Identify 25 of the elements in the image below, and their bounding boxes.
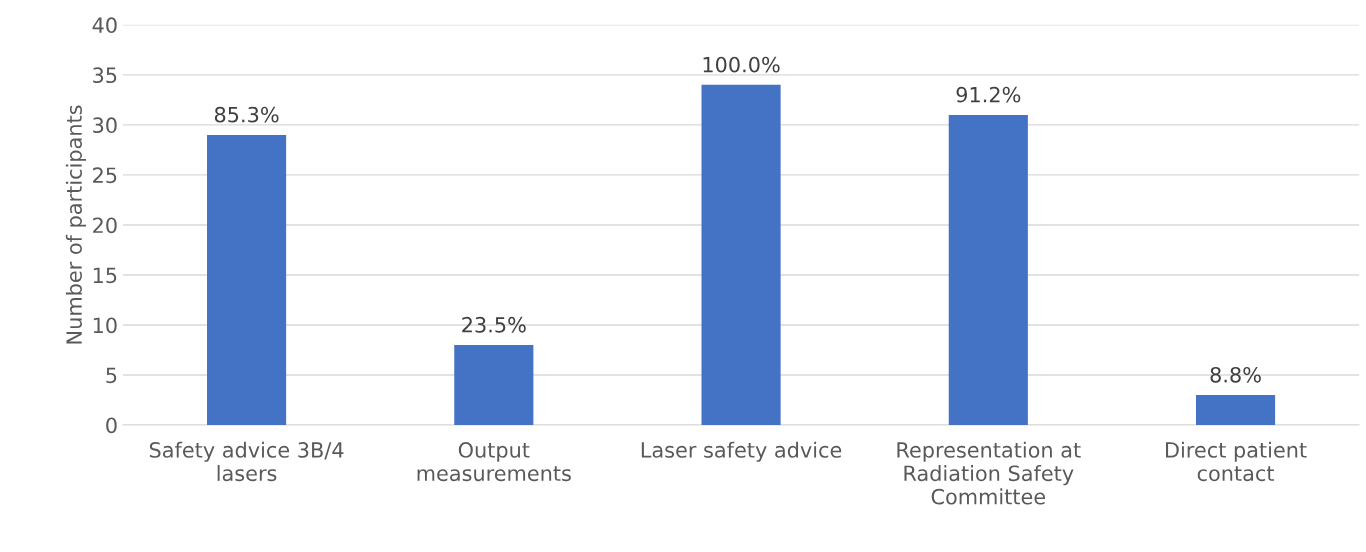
x-tick-label: Direct patient contact <box>1166 441 1307 482</box>
annotation: 8.8% <box>1210 366 1261 383</box>
y-axis-title: Number of participants <box>65 105 87 344</box>
bar <box>454 345 534 426</box>
y-tick-label: 15 <box>93 267 117 284</box>
annotation: 100.0% <box>703 56 780 73</box>
y-tick-label: 35 <box>93 67 117 84</box>
y-tick-label: 20 <box>93 217 117 234</box>
y-tick-label: 10 <box>93 317 117 334</box>
y-tick-label: 40 <box>92 17 117 34</box>
bar <box>948 114 1028 426</box>
x-tick-label: Safety advice 3B/4 lasers <box>149 441 344 482</box>
annotation: 85.3% <box>214 106 279 123</box>
annotation: 23.5% <box>462 316 526 333</box>
y-tick-label: 0 <box>106 417 117 434</box>
x-tick-label: Representation at Radiation Safety Committee <box>897 441 1081 505</box>
bar <box>207 134 287 426</box>
x-tick-label: Output measurements <box>417 442 571 482</box>
bar <box>701 84 781 426</box>
y-tick-label: 30 <box>93 117 117 134</box>
annotation: 91.2% <box>956 86 1021 103</box>
y-tick-label: 5 <box>106 367 117 384</box>
y-tick-label: 25 <box>93 167 117 184</box>
bar <box>1195 395 1276 426</box>
x-tick-label: Laser safety advice <box>641 441 842 462</box>
